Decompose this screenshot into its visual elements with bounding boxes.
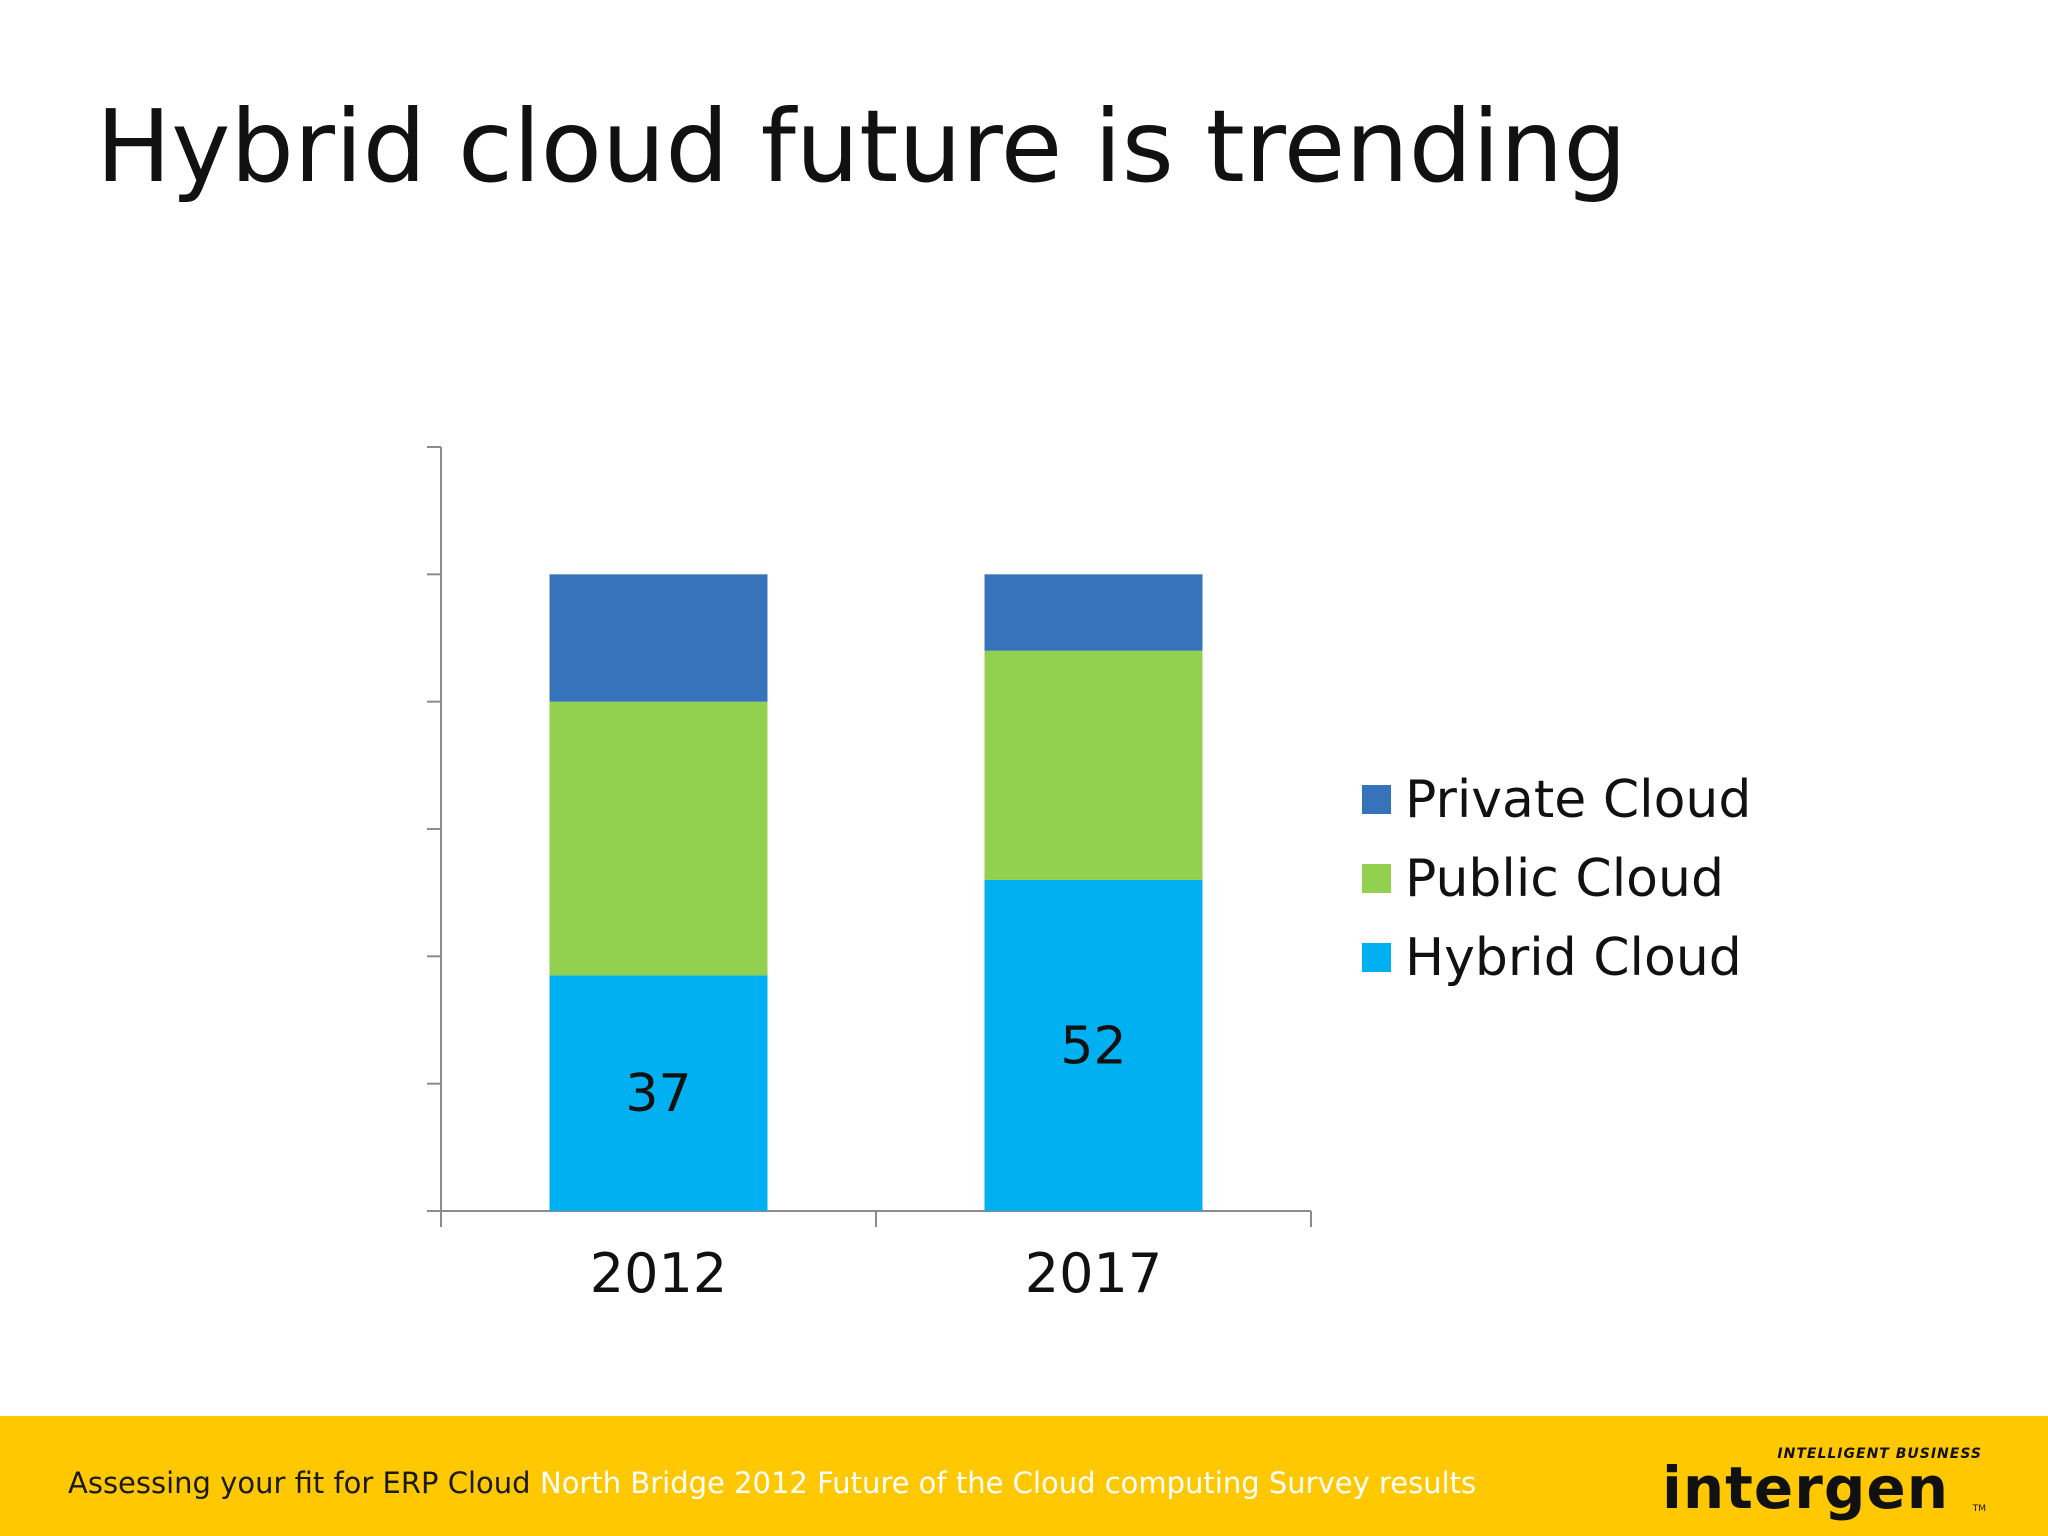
bar-segment-hybrid-cloud-2017 — [984, 879, 1203, 1211]
data-label-2017: 52 — [1060, 1016, 1126, 1076]
bar-segment-hybrid-cloud-2012 — [549, 975, 768, 1211]
logo-wordmark: intergen — [1662, 1454, 1949, 1522]
bar-segment-public-cloud-2012 — [549, 701, 768, 976]
x-tick-label-2012: 2012 — [590, 1242, 727, 1305]
legend-swatch — [1362, 943, 1391, 972]
intergen-logo: INTELLIGENT BUSINESS intergen TM — [1660, 1446, 1990, 1522]
legend-item-hybrid-cloud: Hybrid Cloud — [1362, 918, 1751, 997]
logo-trademark: TM — [1972, 1504, 1986, 1514]
chart-legend: Private Cloud Public Cloud Hybrid Cloud — [1362, 760, 1751, 997]
legend-swatch — [1362, 785, 1391, 814]
footer-source-note: North Bridge 2012 Future of the Cloud co… — [540, 1466, 1477, 1500]
legend-item-public-cloud: Public Cloud — [1362, 839, 1751, 918]
footer-bar: Assessing your fit for ERP Cloud North B… — [0, 1416, 2048, 1536]
legend-label: Private Cloud — [1405, 769, 1752, 830]
legend-item-private-cloud: Private Cloud — [1362, 760, 1751, 839]
logo-tagline: INTELLIGENT BUSINESS — [1777, 1446, 1982, 1462]
bar-segment-public-cloud-2017 — [984, 650, 1203, 880]
legend-swatch — [1362, 864, 1391, 893]
stacked-bar-chart: 37 2012 52 2017 — [427, 446, 1312, 1305]
legend-label: Hybrid Cloud — [1405, 927, 1742, 988]
bar-segment-private-cloud-2017 — [984, 574, 1203, 651]
slide-title: Hybrid cloud future is trending — [96, 88, 1627, 205]
data-label-2012: 37 — [625, 1064, 691, 1124]
footer-presentation-title: Assessing your fit for ERP Cloud — [68, 1466, 531, 1500]
bar-segment-private-cloud-2012 — [549, 574, 768, 702]
x-tick-label-2017: 2017 — [1025, 1242, 1162, 1305]
legend-label: Public Cloud — [1405, 848, 1724, 909]
